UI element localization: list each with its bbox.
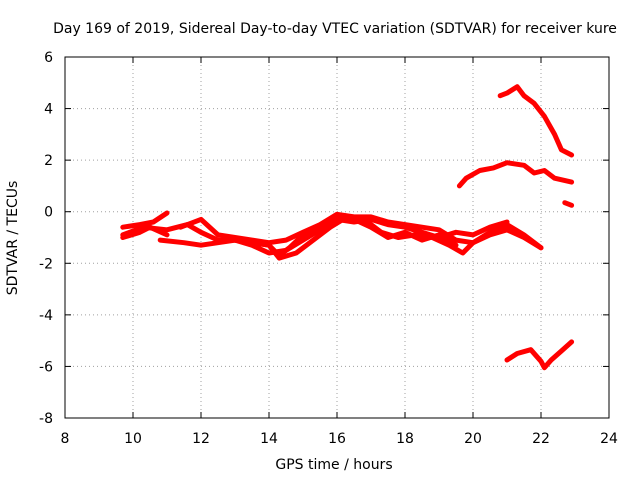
y-tick-label: -4 (39, 308, 53, 324)
series-group (120, 84, 575, 371)
x-tick-label: 10 (124, 431, 142, 447)
y-tick-label: 4 (44, 102, 53, 118)
series-line-track-a (120, 210, 170, 230)
y-tick-labels: -8 -6 -4 -2 0 2 4 6 (39, 50, 53, 427)
ticks (64, 56, 610, 419)
x-tick-label: 18 (396, 431, 414, 447)
x-tick-label: 8 (61, 431, 70, 447)
x-tick-label: 24 (600, 431, 618, 447)
y-tick-label: -6 (39, 359, 53, 375)
y-tick-label: -8 (39, 411, 53, 427)
series-line-upper-high (497, 84, 575, 158)
y-axis-label: SDTVAR / TECUs (5, 181, 21, 296)
y-tick-label: 0 (44, 205, 53, 221)
x-tick-labels: 8 10 12 14 16 18 20 22 24 (61, 431, 618, 447)
y-tick-label: 6 (44, 50, 53, 66)
series-line-track-c (120, 224, 170, 240)
x-tick-label: 16 (328, 431, 346, 447)
series-line-lower (504, 339, 575, 371)
x-tick-label: 14 (260, 431, 278, 447)
series-line-upper-stub (562, 200, 575, 208)
series-line-track-f (232, 214, 544, 261)
series-line-upper-mid (456, 160, 575, 189)
y-tick-label: 2 (44, 153, 53, 169)
x-tick-label: 22 (532, 431, 550, 447)
x-axis-label: GPS time / hours (275, 457, 392, 473)
y-tick-label: -2 (39, 256, 53, 272)
chart-title: Day 169 of 2019, Sidereal Day-to-day VTE… (53, 21, 617, 37)
x-tick-label: 12 (192, 431, 210, 447)
x-tick-label: 20 (464, 431, 482, 447)
